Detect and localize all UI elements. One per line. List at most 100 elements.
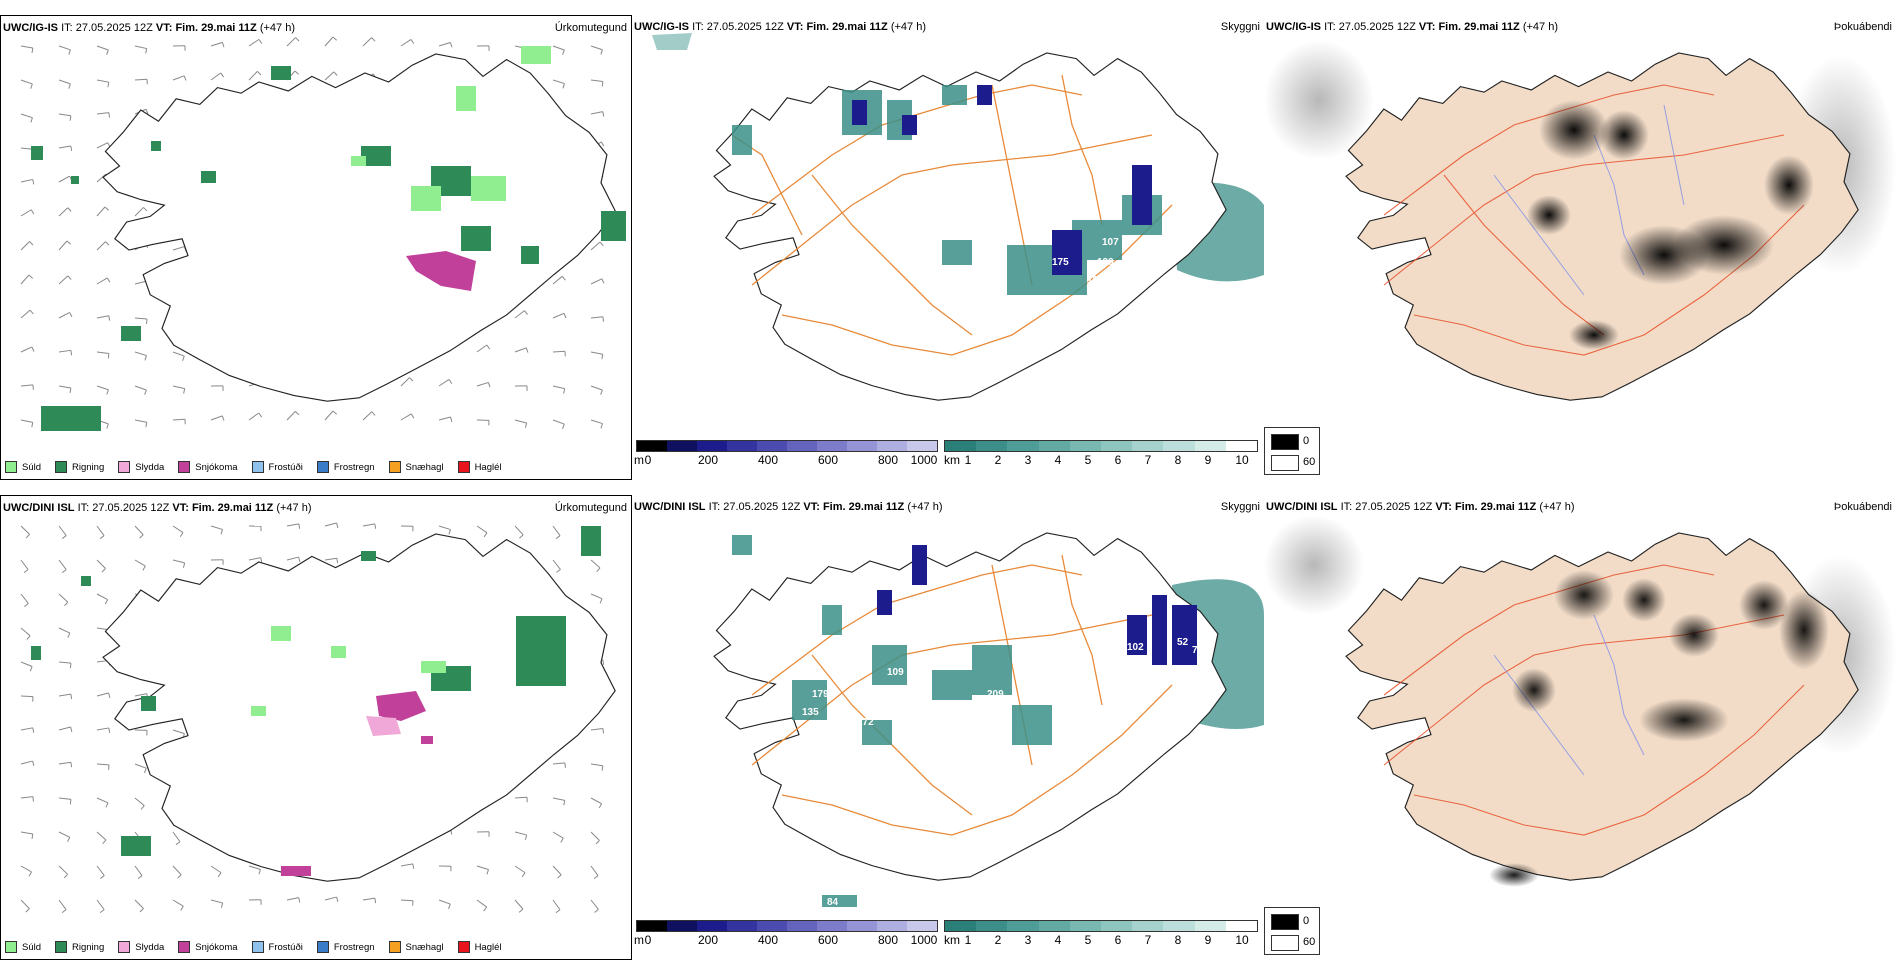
wind-barb-flag <box>561 838 564 842</box>
wind-barb-flag <box>29 242 33 246</box>
wind-barb <box>515 348 526 352</box>
wind-barb <box>591 764 603 766</box>
wind-barb-flag <box>526 348 528 353</box>
wind-barb-flag <box>222 42 224 47</box>
wind-barb <box>59 762 71 764</box>
wind-barb-flag <box>69 84 71 89</box>
colorbar-tick: 400 <box>758 933 778 947</box>
wind-barb-flag <box>71 146 72 151</box>
wind-barb <box>97 728 109 730</box>
wind-barb-flag <box>522 873 525 877</box>
wind-barb <box>173 76 184 80</box>
fog-map <box>1264 15 1896 425</box>
wind-barb <box>59 80 70 84</box>
wind-barb <box>173 386 185 389</box>
colorbar-bottom: m 0 200 400 600 800 1000 km 1 2 3 4 5 6 … <box>632 915 1264 955</box>
wind-barb <box>21 797 33 798</box>
wind-barb <box>21 900 29 909</box>
wind-barb <box>135 352 146 356</box>
wind-barb <box>59 350 71 352</box>
wind-barb <box>135 764 146 768</box>
wind-barb-flag <box>146 49 147 54</box>
wind-barb <box>325 37 333 46</box>
wind-barb <box>21 526 30 534</box>
cloud-panel-bottom: UWC/DINI ISL IT: 27.05.2025 12Z VT: Fim.… <box>632 495 1264 960</box>
wind-barb <box>59 694 71 696</box>
wind-barb <box>439 900 450 904</box>
wind-barb <box>59 114 71 116</box>
colorbar-tick: 8 <box>1175 933 1182 947</box>
wind-barb-flag <box>488 382 489 387</box>
legend-swatch <box>5 941 17 953</box>
fog-legend: 0 60 <box>1264 427 1320 475</box>
wind-barb <box>211 73 221 80</box>
wind-barb <box>363 898 375 900</box>
legend-label: Rigning <box>72 462 104 473</box>
wind-barb <box>287 38 296 46</box>
wind-barb-flag <box>108 82 109 87</box>
wind-barb <box>515 866 525 873</box>
wind-barb <box>97 113 109 114</box>
wind-barb-flag <box>449 530 450 535</box>
colorbar-tick: 1000 <box>911 933 938 947</box>
wind-barb-flag <box>31 118 33 123</box>
wind-barb-flag <box>145 356 146 361</box>
wind-barb <box>135 207 143 216</box>
colorbar-tick: 600 <box>818 933 838 947</box>
wind-barb-flag <box>603 660 604 665</box>
wind-barb <box>21 628 30 636</box>
wind-barb-flag <box>107 50 109 55</box>
wind-barb-flag <box>563 50 565 55</box>
wind-barb-flag <box>33 179 34 184</box>
wind-barb-flag <box>603 728 604 733</box>
colorbar-tick: 7 <box>1145 453 1152 467</box>
wind-barb <box>135 79 147 80</box>
cloud-label: 135 <box>802 707 819 718</box>
legend-item: Frostregn <box>317 941 375 953</box>
legend-swatch <box>458 461 470 473</box>
colorbar-tick: 800 <box>878 933 898 947</box>
wind-barb <box>591 80 603 81</box>
wind-barb <box>21 275 29 284</box>
wind-barb-flag <box>296 38 300 42</box>
wind-barb <box>477 900 487 907</box>
wind-barb-flag <box>519 535 523 538</box>
wind-barb <box>135 386 146 390</box>
wind-barb <box>287 557 299 560</box>
precip-legend: Súld Rigning Slydda Snjókoma Frostúði Fr… <box>5 461 502 473</box>
legend-item: Snjókoma <box>178 461 237 473</box>
colorbar-tick: 0 <box>645 453 652 467</box>
legend-swatch <box>458 941 470 953</box>
visibility-colorbar <box>944 920 1258 932</box>
wind-barb-flag <box>107 278 110 282</box>
wind-barb-flag <box>33 797 34 802</box>
wind-barb-flag <box>140 535 144 538</box>
wind-barb-flag <box>484 907 487 911</box>
wind-barb-flag <box>32 347 34 352</box>
precip-panel-bottom: UWC/DINI ISL IT: 27.05.2025 12Z VT: Fim.… <box>0 495 632 960</box>
precip-map <box>1 496 632 936</box>
fog-swatch-0 <box>1271 914 1299 930</box>
wind-barb-flag <box>67 241 71 244</box>
wind-barb <box>591 420 602 424</box>
wind-barb <box>21 242 29 250</box>
colorbar-tick: 200 <box>698 933 718 947</box>
wind-barb <box>591 832 599 840</box>
wind-barb <box>591 594 602 599</box>
wind-barb-flag <box>68 276 71 280</box>
visibility-colorbar <box>944 440 1258 452</box>
wind-barb-flag <box>178 875 182 878</box>
legend-label: Slydda <box>135 942 164 953</box>
wind-barb-flag <box>259 413 262 417</box>
wind-barb-flag <box>107 424 109 429</box>
wind-barb-flag <box>68 208 71 212</box>
wind-barb <box>553 798 565 800</box>
legend-item: Snæhagl <box>389 461 444 473</box>
wind-barb-flag <box>600 599 602 604</box>
wind-barb <box>211 42 222 46</box>
wind-barb <box>591 352 603 354</box>
legend-item: Rigning <box>55 941 104 953</box>
wind-barb <box>211 416 222 420</box>
wind-barb-flag <box>64 874 67 878</box>
wind-barb-flag <box>564 389 565 394</box>
